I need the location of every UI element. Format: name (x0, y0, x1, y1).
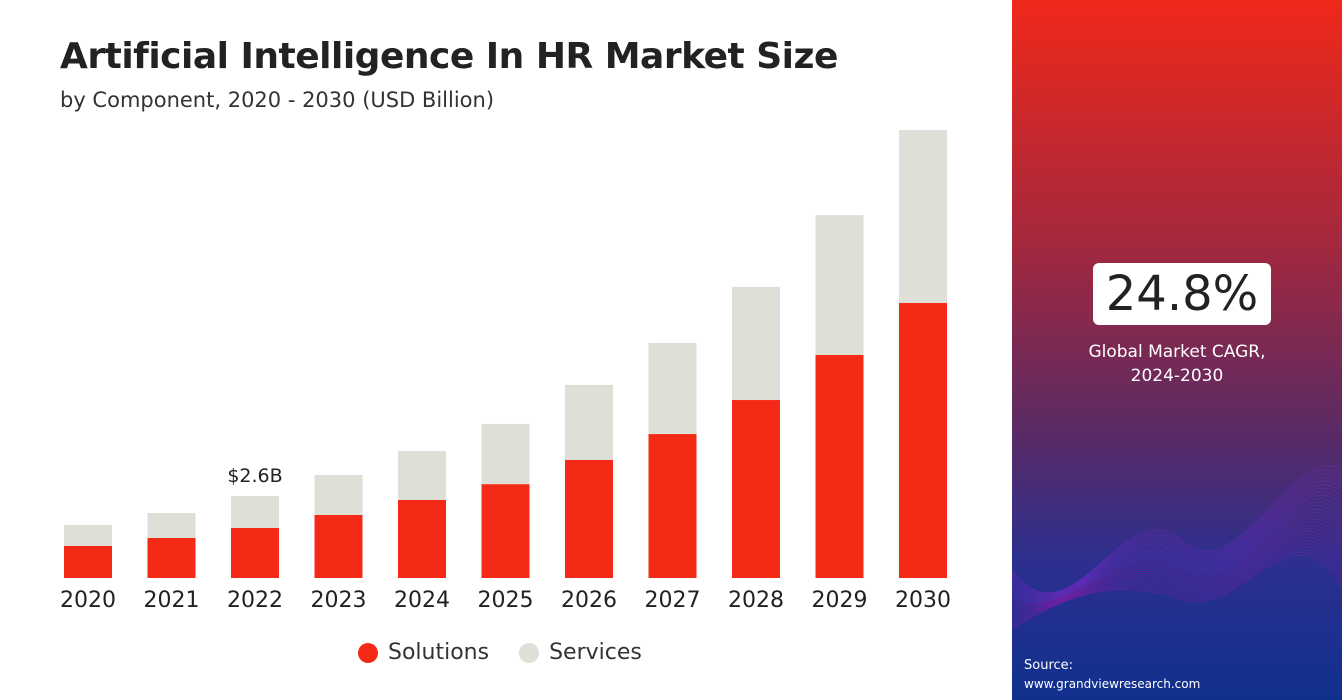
bar-services-2024 (398, 451, 446, 500)
x-tick-label: 2020 (60, 588, 116, 613)
wave-line (1012, 465, 1342, 594)
wave-line (1012, 537, 1342, 617)
bar-solutions-2025 (481, 484, 530, 578)
bar-solutions-2024 (398, 499, 446, 578)
bar-services-2020 (64, 525, 112, 546)
legend-item-solutions: Solutions (358, 640, 489, 665)
wave-line (1012, 508, 1342, 602)
legend-label-services: Services (549, 640, 642, 665)
bar-services-2025 (481, 423, 530, 485)
wave-line (1012, 524, 1342, 608)
x-tick-label: 2027 (645, 588, 701, 613)
wave-line (1012, 521, 1342, 607)
wave-line (1012, 554, 1342, 630)
x-tick-label: 2028 (728, 588, 784, 613)
wave-line (1012, 484, 1342, 597)
cagr-panel: 24.8% Global Market CAGR, 2024-2030 Sour… (1012, 0, 1342, 700)
bar-solutions-2028 (732, 400, 780, 578)
data-label: $2.6B (227, 465, 282, 487)
cagr-label-line1: Global Market CAGR, (1088, 342, 1266, 362)
x-tick-label: 2030 (895, 588, 951, 613)
cagr-label: Global Market CAGR, 2024-2030 (1012, 340, 1342, 388)
x-tick-label: 2021 (144, 588, 200, 613)
wave-line (1012, 480, 1342, 596)
bar-services-2022 (231, 496, 279, 528)
x-tick-label: 2024 (394, 588, 450, 613)
wave-line (1012, 491, 1342, 598)
bar-services-2028 (732, 286, 780, 401)
legend-label-solutions: Solutions (388, 640, 490, 665)
bar-services-2029 (815, 215, 864, 355)
wave-line (1012, 505, 1342, 601)
stacked-bar-chart: 2020 2021 2022 $2.6B 2023 2024 2025 2026 2027 202… (60, 130, 951, 613)
wave-decoration (1012, 465, 1342, 630)
source-url: www.grandviewresearch.com (1024, 677, 1201, 691)
wave-line (1012, 498, 1342, 600)
x-tick-label: 2023 (311, 588, 367, 613)
wave-line (1012, 543, 1342, 621)
x-tick-label: 2026 (561, 588, 617, 613)
x-tick-label: 2025 (478, 588, 534, 613)
legend-swatch-solutions (358, 642, 378, 663)
cagr-value: 24.8% (1093, 263, 1271, 325)
bar-solutions-2023 (314, 515, 363, 578)
bar-services-2021 (147, 513, 196, 538)
chart-subtitle: by Component, 2020 - 2030 (USD Billion) (60, 88, 495, 112)
bar-solutions-2026 (565, 459, 613, 578)
wave-line (1012, 487, 1342, 597)
wave-line (1012, 552, 1342, 628)
wave-line (1012, 473, 1342, 595)
wave-line (1012, 469, 1342, 594)
bar-services-2026 (565, 384, 613, 460)
bar-services-2027 (648, 343, 697, 435)
wave-line (1012, 501, 1342, 600)
wave-line (1012, 518, 1342, 606)
x-tick-label: 2022 (227, 588, 283, 613)
bar-solutions-2020 (64, 545, 112, 578)
wave-line (1012, 528, 1342, 611)
chart-title: Artificial Intelligence In HR Market Siz… (60, 36, 838, 77)
wave-line (1012, 511, 1342, 603)
source-label: Source: (1024, 658, 1074, 673)
bar-solutions-2027 (648, 434, 697, 578)
bar-solutions-2022 (231, 527, 279, 578)
wave-line (1012, 546, 1342, 624)
bar-services-2030 (899, 130, 947, 304)
source: Source: www.grandviewresearch.com (1024, 656, 1200, 694)
wave-line (1012, 476, 1342, 595)
wave-line (1012, 531, 1342, 613)
wave-line (1012, 549, 1342, 626)
bar-solutions-2029 (815, 354, 864, 578)
cagr-label-line2: 2024-2030 (1130, 366, 1224, 386)
legend: Solutions Services (358, 640, 642, 665)
wave-line (1012, 534, 1342, 615)
legend-item-services: Services (519, 640, 642, 665)
wave-line (1012, 540, 1342, 619)
bar-solutions-2030 (899, 303, 947, 578)
wave-line (1012, 495, 1342, 599)
bar-solutions-2021 (147, 537, 196, 578)
x-tick-label: 2029 (812, 588, 868, 613)
bar-services-2023 (314, 474, 363, 515)
legend-swatch-services (519, 642, 540, 663)
wave-line (1012, 515, 1342, 604)
